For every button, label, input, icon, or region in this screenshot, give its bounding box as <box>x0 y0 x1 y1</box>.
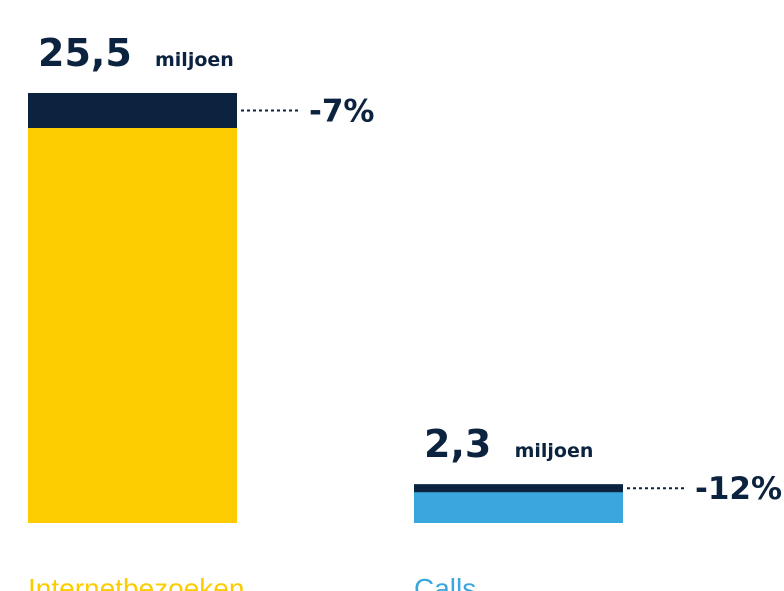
value-label-internetbezoeken: 25,5 miljoen <box>38 31 234 75</box>
category-label-internetbezoeken: Internetbezoeken <box>28 573 244 591</box>
bar-group-internetbezoeken: 25,5 miljoen -7% Internetbezoeken <box>28 31 375 591</box>
bar-group-calls: 2,3 miljoen -12% Calls <box>414 422 782 591</box>
value-number-internetbezoeken: 25,5 <box>38 31 132 75</box>
decline-segment-internetbezoeken <box>28 93 237 128</box>
value-label-calls: 2,3 miljoen <box>424 422 593 466</box>
value-unit-calls: miljoen <box>515 440 594 462</box>
category-label-calls: Calls <box>414 573 476 591</box>
value-unit-internetbezoeken: miljoen <box>155 49 234 71</box>
decline-segment-calls <box>414 484 623 493</box>
value-number-calls: 2,3 <box>424 422 491 466</box>
change-label-calls: -12% <box>695 471 782 507</box>
bar-internetbezoeken <box>28 93 237 523</box>
change-label-internetbezoeken: -7% <box>309 94 375 130</box>
